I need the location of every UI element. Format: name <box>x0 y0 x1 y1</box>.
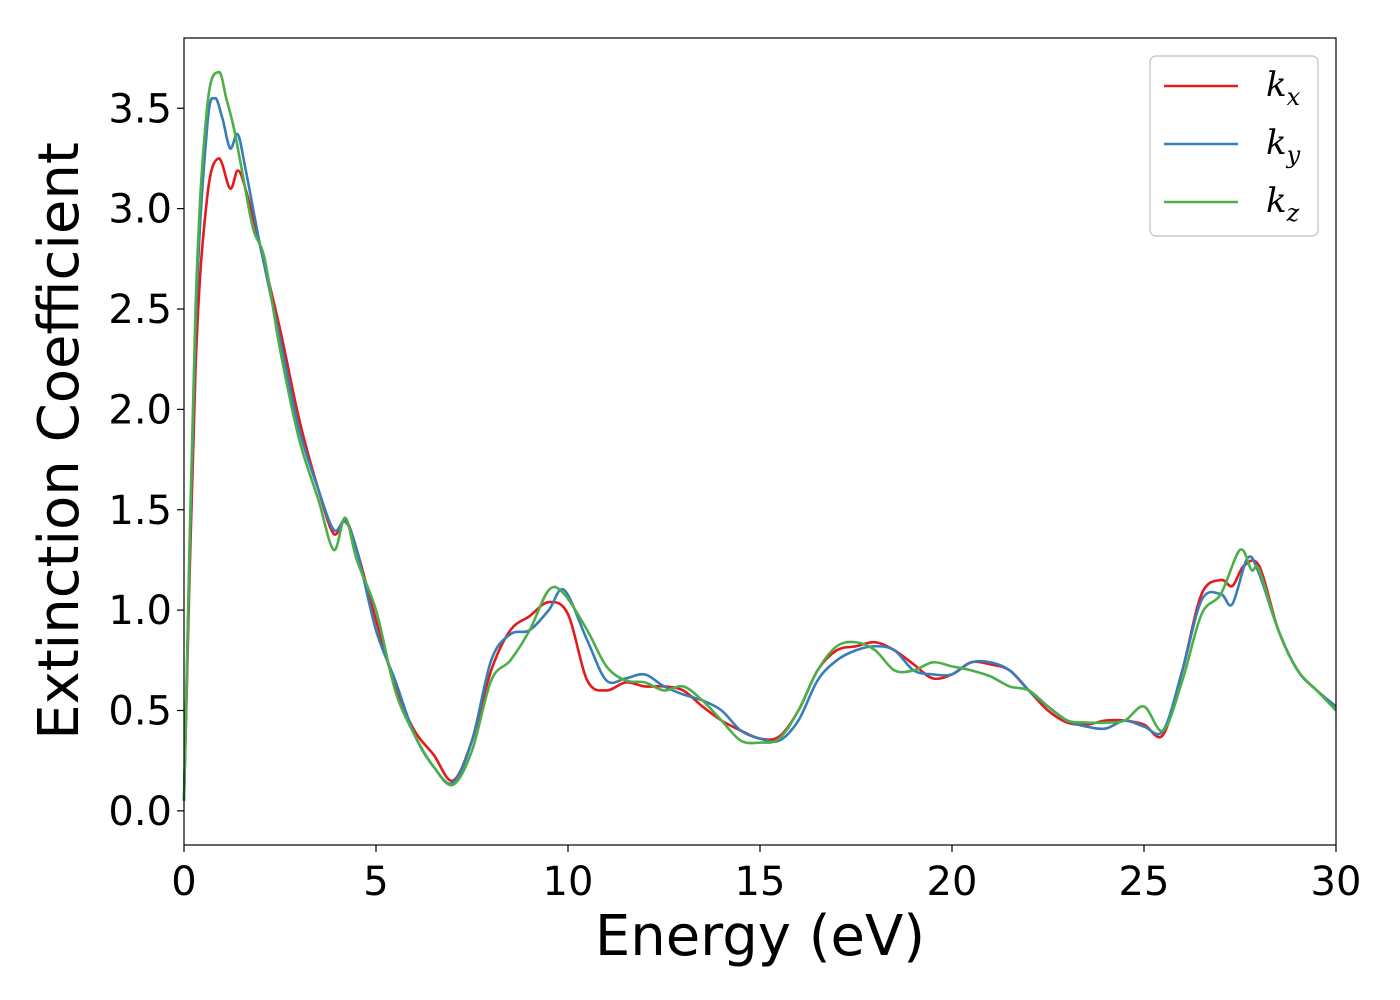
legend-subscript: z <box>1286 199 1300 227</box>
x-tick-label: 20 <box>927 859 978 905</box>
y-tick-label: 2.5 <box>108 287 172 333</box>
y-tick-label: 0.5 <box>108 689 172 735</box>
series-line-ky <box>182 96 1337 801</box>
y-tick-label: 1.0 <box>108 588 172 634</box>
series-line-kx <box>182 157 1337 801</box>
x-tick-label: 10 <box>543 859 594 905</box>
y-axis-title: Extinction Coefficient <box>27 142 92 740</box>
legend-label-ky: ky <box>1266 123 1301 169</box>
legend-box <box>1149 55 1319 237</box>
x-tick-label: 30 <box>1311 859 1362 905</box>
legend-subscript: x <box>1287 83 1301 111</box>
y-tick-label: 3.0 <box>108 187 172 233</box>
y-tick-label: 2.0 <box>108 387 172 433</box>
series-layer <box>182 70 1337 801</box>
x-tick-label: 5 <box>363 859 388 905</box>
y-tick-label: 3.5 <box>108 86 172 132</box>
y-tick-label: 1.5 <box>108 488 172 534</box>
y-tick-label: 0.0 <box>108 789 172 835</box>
x-tick-label: 25 <box>1119 859 1170 905</box>
x-axis-title: Energy (eV) <box>595 904 925 969</box>
x-tick-label: 0 <box>171 859 196 905</box>
y-axis-ticks: 0.0 0.5 1.0 1.5 2.0 2.5 3.0 3.5 <box>108 86 184 835</box>
series-line-kz <box>182 70 1337 801</box>
x-axis-ticks: 0 5 10 15 20 25 30 <box>171 845 1361 905</box>
x-tick-label: 15 <box>735 859 786 905</box>
legend-subscript: y <box>1286 141 1301 169</box>
plot-area <box>184 38 1336 845</box>
